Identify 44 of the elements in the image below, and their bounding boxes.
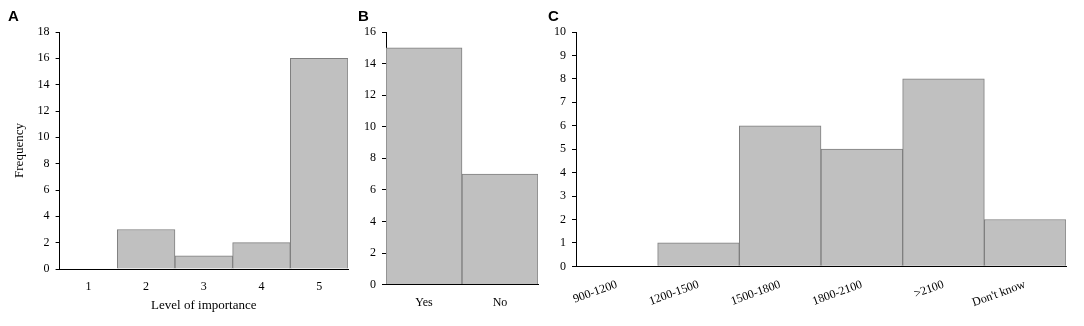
y-tick-label: 4: [370, 213, 376, 228]
y-tick-label: 4: [560, 164, 566, 179]
y-tick-label: 10: [554, 24, 566, 39]
x-tick-label: Yes: [415, 294, 434, 309]
y-tick-label: 8: [370, 150, 376, 165]
x-tick-label: >2100: [911, 276, 946, 301]
x-tick-label: Don't know: [970, 276, 1028, 310]
y-tick-label: 0: [370, 276, 376, 291]
y-tick-label: 12: [37, 103, 50, 118]
y-tick-label: 14: [364, 55, 376, 70]
y-tick-label: 10: [37, 129, 50, 144]
x-tick-label: 4: [258, 279, 265, 294]
y-tick-label: 5: [560, 141, 566, 156]
chart-title: A: [8, 7, 19, 25]
y-tick-label: 6: [370, 182, 376, 197]
y-tick-label: 16: [37, 50, 50, 65]
y-tick-label: 0: [43, 261, 50, 276]
y-tick-label: 14: [37, 76, 50, 91]
x-tick-label: 2: [143, 279, 150, 294]
y-tick-label: 4: [43, 208, 50, 223]
y-tick-label: 1: [560, 235, 566, 250]
y-tick-label: 6: [43, 182, 50, 197]
y-tick-label: 18: [37, 24, 50, 39]
y-tick-label: 0: [560, 258, 566, 273]
y-axis-title: Frequency: [11, 122, 27, 178]
y-tick-label: 2: [43, 234, 50, 249]
y-tick-label: 8: [43, 155, 50, 170]
y-tick-label: 8: [560, 71, 566, 86]
chart-title: B: [358, 7, 369, 25]
y-tick-label: 2: [370, 245, 376, 260]
x-tick-label: 1: [85, 279, 92, 294]
x-tick-label: 3: [200, 279, 207, 294]
y-tick-label: 3: [560, 188, 566, 203]
x-tick-label: 5: [316, 279, 323, 294]
y-tick-label: 2: [560, 211, 566, 226]
y-tick-label: 9: [560, 47, 566, 62]
x-tick-label: No: [492, 294, 508, 309]
chart-title: C: [548, 7, 559, 25]
y-tick-label: 10: [364, 118, 376, 133]
y-tick-label: 12: [364, 87, 376, 102]
y-tick-label: 6: [560, 117, 566, 132]
y-tick-label: 7: [560, 94, 566, 109]
x-axis-title: Level of importance: [151, 296, 257, 312]
y-tick-label: 16: [364, 24, 376, 39]
